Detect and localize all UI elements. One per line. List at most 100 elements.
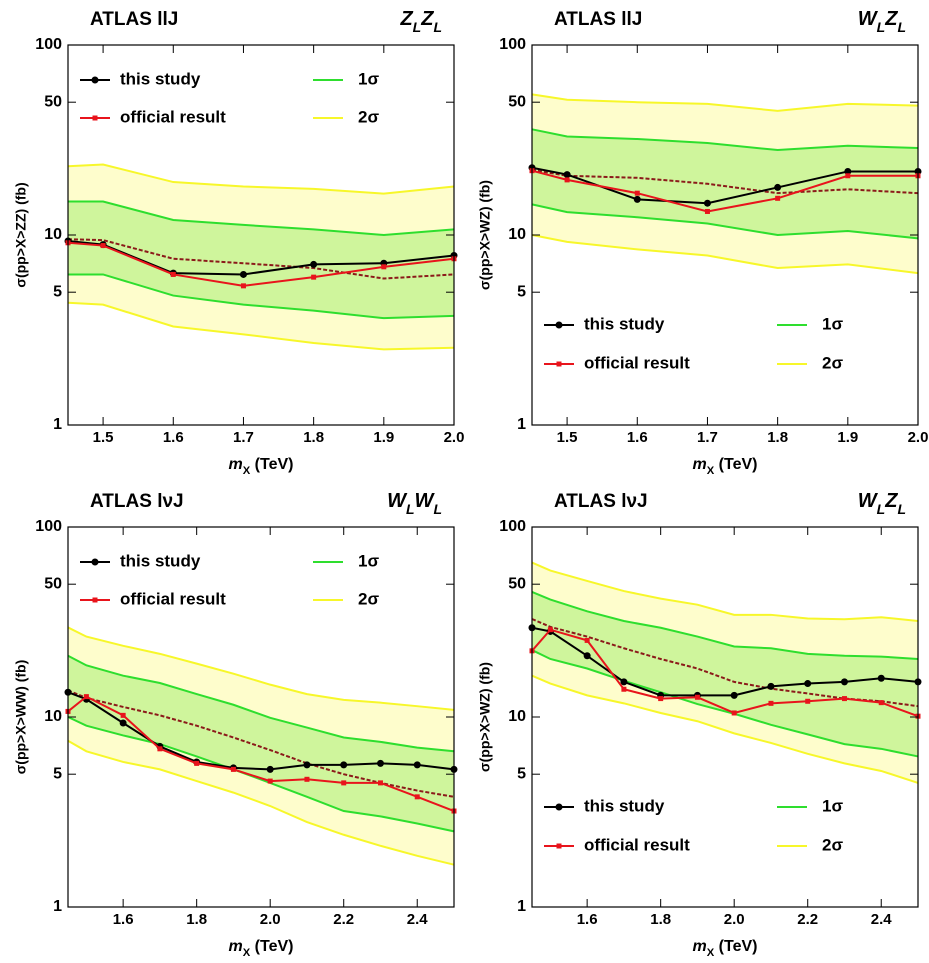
x-tick-label: 1.8: [767, 429, 788, 446]
point: [266, 765, 274, 773]
text-part: m: [693, 938, 707, 955]
point: [841, 696, 847, 702]
panel-title: ATLAS lνJ: [90, 491, 184, 512]
x-tick-label: 2.4: [871, 911, 893, 928]
legend-label: official result: [120, 589, 226, 608]
point: [563, 171, 571, 179]
legend-marker: [556, 843, 562, 849]
legend-label: this study: [120, 69, 201, 88]
y-tick-label: 100: [499, 518, 526, 535]
legend-label: this study: [584, 796, 665, 815]
point: [840, 678, 848, 686]
band-edge: [531, 128, 919, 152]
panel-label: WLZL: [858, 8, 906, 34]
point: [157, 746, 163, 752]
band-fill: [68, 655, 454, 832]
series-line: [67, 238, 455, 280]
x-tick-label: 1.8: [650, 911, 671, 928]
x-tick-label: 1.6: [577, 911, 598, 928]
point: [564, 177, 570, 183]
legend-marker: [555, 803, 563, 811]
text-part: X: [707, 465, 715, 477]
legend-label: 1σ: [822, 796, 843, 815]
x-axis-label: mX (TeV): [229, 456, 294, 477]
point: [583, 652, 591, 660]
text-part: L: [413, 19, 422, 35]
text-part: m: [693, 456, 707, 473]
y-tick-label: 1: [517, 416, 526, 433]
text-part: (TeV): [250, 938, 293, 955]
x-axis-label: mX (TeV): [693, 456, 758, 477]
x-tick-label: 1.5: [93, 429, 114, 446]
panel-label: ZLZL: [399, 8, 442, 34]
point: [704, 208, 710, 214]
point: [633, 195, 641, 203]
text-part: Z: [420, 8, 434, 30]
legend-label: official result: [584, 353, 690, 372]
text-part: m: [229, 456, 243, 473]
text-part: (TeV): [250, 456, 293, 473]
point: [120, 712, 126, 718]
point: [341, 780, 347, 786]
text-part: L: [433, 19, 442, 35]
panel-title: ATLAS llJ: [90, 9, 178, 30]
text-part: (TeV): [714, 456, 757, 473]
point: [170, 271, 176, 277]
y-tick-label: 1: [53, 416, 62, 433]
legend-marker: [556, 361, 562, 367]
point: [303, 761, 311, 769]
point: [775, 195, 781, 201]
band-edge: [531, 203, 919, 240]
point: [877, 674, 885, 682]
point: [768, 700, 774, 706]
text-part: (TeV): [714, 938, 757, 955]
text-part: W: [387, 490, 408, 512]
x-tick-label: 2.0: [908, 429, 929, 446]
x-tick-label: 1.5: [557, 429, 578, 446]
legend-label: official result: [584, 835, 690, 854]
point: [805, 698, 811, 704]
legend-label: 1σ: [358, 551, 379, 570]
band-edge: [68, 273, 455, 320]
point: [634, 190, 640, 196]
y-tick-label: 50: [508, 575, 526, 592]
point: [694, 694, 700, 700]
text-part: Z: [399, 8, 413, 30]
series-line: [531, 618, 919, 708]
point: [119, 719, 127, 727]
point: [83, 694, 89, 700]
band-edge: [531, 234, 919, 275]
legend-marker: [91, 76, 99, 84]
text-part: Z: [884, 8, 898, 30]
y-tick-label: 10: [508, 708, 526, 725]
legend-label: this study: [584, 314, 665, 333]
legend-label: 1σ: [822, 314, 843, 333]
point: [767, 682, 775, 690]
y-tick-label: 50: [508, 93, 526, 110]
legend-label: 1σ: [358, 69, 379, 88]
x-tick-label: 2.0: [260, 911, 281, 928]
point: [311, 274, 317, 280]
series-line: [67, 691, 455, 771]
legend-marker: [91, 558, 99, 566]
point: [310, 260, 318, 268]
point: [381, 264, 387, 270]
y-tick-label: 1: [53, 898, 62, 915]
point: [304, 776, 310, 782]
band-edge: [67, 626, 455, 711]
panel-label: WLWL: [387, 490, 442, 516]
point: [376, 759, 384, 767]
x-tick-label: 2.2: [333, 911, 354, 928]
band-edge: [67, 654, 455, 753]
point: [621, 686, 627, 692]
x-tick-label: 1.8: [186, 911, 207, 928]
x-tick-label: 1.8: [303, 429, 324, 446]
point: [730, 691, 738, 699]
point: [239, 270, 247, 278]
legend-label: 2σ: [358, 107, 379, 126]
point: [377, 780, 383, 786]
legend-marker: [92, 115, 98, 121]
band-fill: [532, 129, 918, 239]
